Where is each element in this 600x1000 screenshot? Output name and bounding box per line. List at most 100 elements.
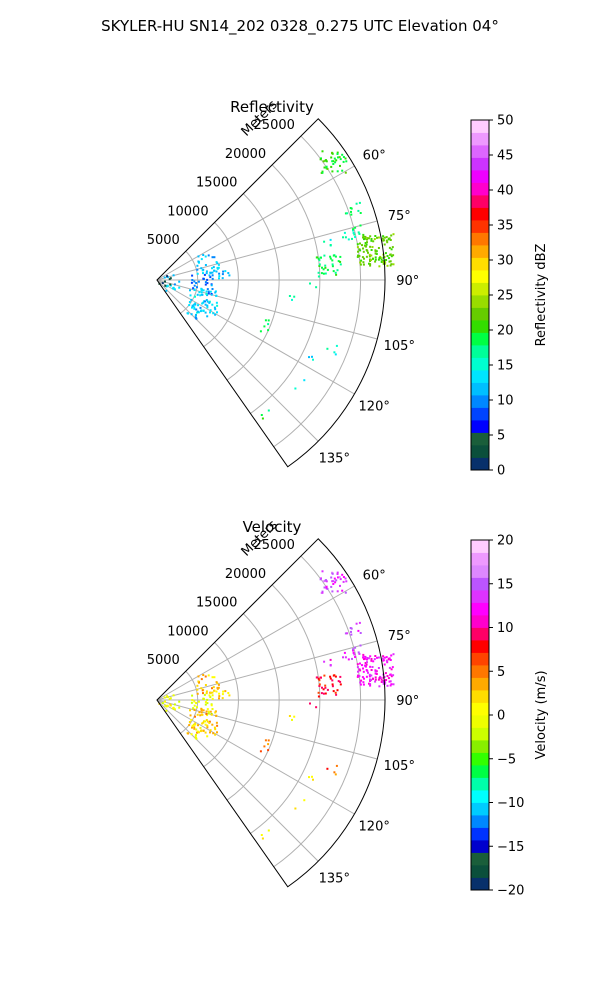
echo-gate <box>294 807 297 810</box>
echo-cluster <box>344 621 362 636</box>
echo-gate <box>318 679 321 682</box>
echo-cluster <box>342 224 362 241</box>
echo-gate <box>372 257 374 260</box>
azimuth-spoke <box>156 279 319 442</box>
colorbar-swatch <box>471 652 489 666</box>
echo-gate <box>368 682 370 685</box>
echo-gate <box>370 259 373 262</box>
echo-gate <box>382 659 385 662</box>
echo-gate <box>321 170 324 173</box>
echo-gate <box>354 226 357 229</box>
echo-gate <box>321 150 324 153</box>
echo-gate <box>211 723 214 726</box>
echo-gate <box>389 659 392 661</box>
echo-gate <box>197 280 200 283</box>
colorbar-tick-label: 45 <box>497 149 514 164</box>
colorbar-swatch <box>471 615 489 628</box>
echo-gate <box>209 311 211 314</box>
echo-gate <box>332 580 335 583</box>
echo-gate <box>293 715 296 718</box>
colorbar-swatch <box>471 157 489 171</box>
echo-gate <box>371 246 374 248</box>
echo-gate <box>370 674 373 677</box>
echo-gate <box>362 681 365 684</box>
echo-gate <box>173 283 176 286</box>
echo-gate <box>370 254 373 257</box>
echo-gate <box>339 260 342 263</box>
echo-gate <box>204 675 207 678</box>
colorbar-swatch <box>471 765 489 778</box>
echo-gate <box>368 262 370 265</box>
echo-gate <box>365 663 368 666</box>
echo-gate <box>336 151 339 154</box>
echo-gate <box>261 837 264 840</box>
echo-gate <box>390 668 393 671</box>
echo-gate <box>368 673 371 676</box>
echo-gate <box>172 706 175 709</box>
echo-gate <box>164 280 166 283</box>
echo-gate <box>380 681 383 683</box>
echo-gate <box>189 294 192 297</box>
echo-gate <box>337 156 339 159</box>
echo-gate <box>347 658 350 661</box>
echo-gate <box>199 294 202 297</box>
echo-gate <box>362 653 365 656</box>
echo-gate <box>382 262 385 265</box>
echo-gate <box>363 677 365 680</box>
echo-gate <box>202 674 205 676</box>
echo-gate <box>227 272 230 274</box>
echo-gate <box>195 282 198 284</box>
echo-gate <box>206 315 209 318</box>
echo-gate <box>216 304 219 307</box>
colorbar-tick-label: −20 <box>497 884 524 899</box>
echo-gate <box>196 713 199 716</box>
echo-gate <box>360 259 363 262</box>
echo-cluster <box>259 319 270 333</box>
echo-gate <box>214 308 217 311</box>
echo-gate <box>193 280 196 283</box>
echo-cluster <box>294 379 306 390</box>
echo-gate <box>324 272 327 275</box>
echo-gate <box>203 273 206 276</box>
colorbar-swatch <box>471 690 489 703</box>
echo-gate <box>322 272 325 275</box>
echo-gate <box>207 292 210 295</box>
echo-gate <box>312 778 314 781</box>
echo-gate <box>318 685 321 687</box>
echo-gate <box>209 731 211 734</box>
echo-gate <box>196 272 199 275</box>
echo-gate <box>187 312 190 315</box>
range-ring <box>180 670 199 734</box>
echo-gate <box>329 244 332 246</box>
echo-gate <box>368 253 371 256</box>
echo-gate <box>387 257 390 260</box>
echo-gate <box>211 694 214 697</box>
echo-gate <box>362 236 364 239</box>
echo-gate <box>358 255 361 257</box>
colorbar-swatch <box>471 715 489 728</box>
echo-gate <box>202 277 205 280</box>
echo-gate <box>382 260 385 263</box>
echo-gate <box>344 656 347 659</box>
echo-gate <box>392 674 395 677</box>
echo-gate <box>326 268 329 271</box>
echo-gate <box>192 707 195 710</box>
echo-gate <box>191 699 194 701</box>
colorbar-swatch <box>471 220 489 233</box>
echo-gate <box>308 356 310 359</box>
echo-gate <box>342 656 344 659</box>
colorbar-tick-label: 15 <box>497 359 514 374</box>
echo-gate <box>317 275 320 278</box>
echo-gate <box>357 231 360 234</box>
colorbar-label: Velocity (m/s) <box>534 670 549 759</box>
echo-gate <box>172 694 175 697</box>
echo-gate <box>332 163 335 165</box>
echo-gate <box>339 255 342 258</box>
echo-gate <box>344 171 347 174</box>
colorbar-swatch <box>471 282 489 296</box>
echo-gate <box>352 229 354 232</box>
echo-gate <box>359 632 362 634</box>
echo-gate <box>359 263 362 266</box>
echo-gate <box>166 695 169 698</box>
echo-gate <box>323 674 326 677</box>
